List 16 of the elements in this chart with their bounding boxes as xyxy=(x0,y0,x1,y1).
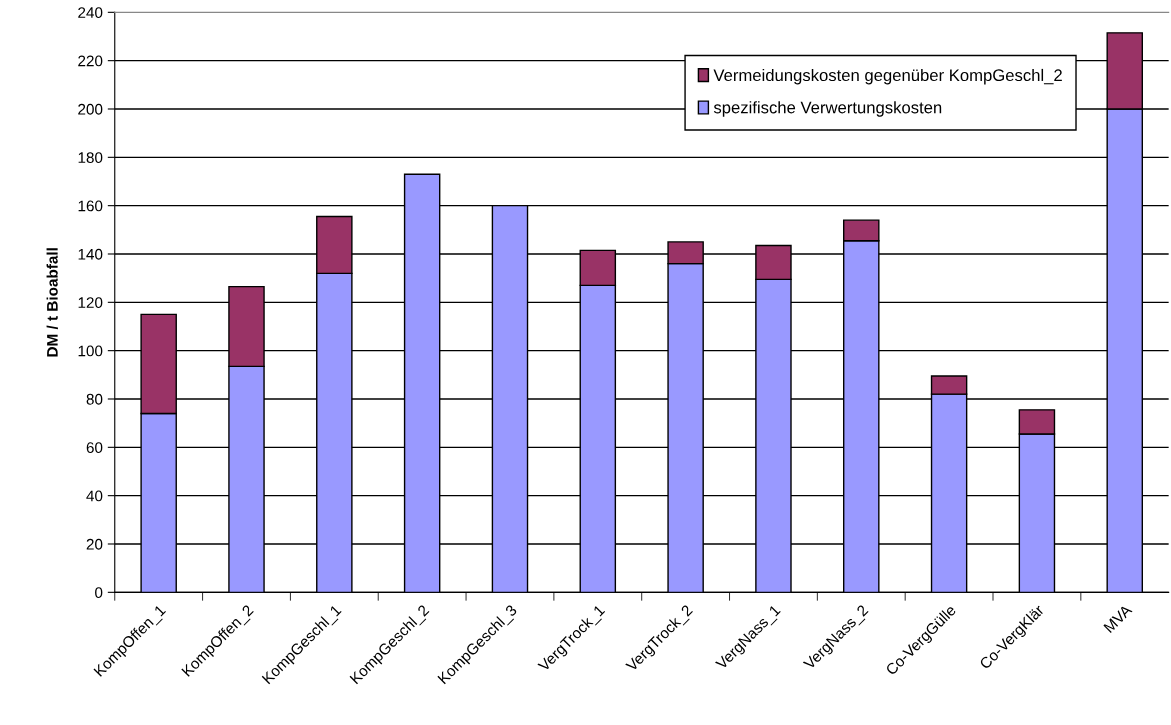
y-tick-label: 20 xyxy=(86,538,103,550)
y-tick-label: 220 xyxy=(78,55,103,67)
y-tick-label: 140 xyxy=(78,248,103,260)
y-tick-label: 60 xyxy=(86,442,103,454)
legend-label: Vermeidungskosten gegenüber KompGeschl_2 xyxy=(713,68,1062,85)
y-tick-label: 80 xyxy=(86,393,103,405)
y-tick-label: 40 xyxy=(86,490,103,502)
y-tick-label: 180 xyxy=(78,152,103,164)
y-tick-label: 100 xyxy=(78,345,103,357)
y-tick-label: 240 xyxy=(78,7,103,19)
y-tick-label: 0 xyxy=(95,587,103,599)
y-tick-label: 120 xyxy=(78,297,103,309)
legend-label: spezifische Verwertungskosten xyxy=(713,101,942,117)
y-tick-label: 160 xyxy=(78,200,103,212)
y-axis-title: DM / t Bioabfall xyxy=(46,248,58,357)
y-tick-label: 200 xyxy=(78,103,103,115)
